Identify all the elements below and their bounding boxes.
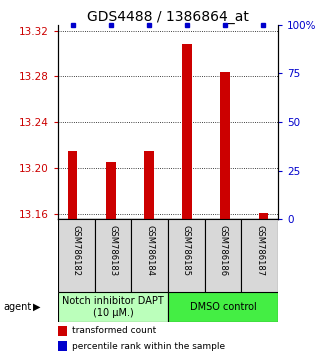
Bar <box>95 219 131 292</box>
Text: GSM786185: GSM786185 <box>182 225 191 276</box>
Bar <box>182 44 192 219</box>
Text: GSM786184: GSM786184 <box>145 225 154 276</box>
Bar <box>168 292 278 322</box>
Bar <box>259 213 268 219</box>
Bar <box>168 219 205 292</box>
Bar <box>58 326 68 336</box>
Bar <box>205 219 241 292</box>
Text: GSM786183: GSM786183 <box>109 225 118 276</box>
Text: ▶: ▶ <box>33 302 41 312</box>
Bar <box>144 151 154 219</box>
Bar <box>58 292 168 322</box>
Text: Notch inhibitor DAPT
(10 μM.): Notch inhibitor DAPT (10 μM.) <box>62 296 164 318</box>
Bar <box>241 219 278 292</box>
Bar <box>220 72 230 219</box>
Bar <box>58 219 95 292</box>
Bar <box>68 151 77 219</box>
Text: agent: agent <box>3 302 31 312</box>
Text: percentile rank within the sample: percentile rank within the sample <box>72 342 225 350</box>
Text: GSM786186: GSM786186 <box>218 225 227 276</box>
Text: transformed count: transformed count <box>72 326 156 335</box>
Bar <box>106 162 116 219</box>
Bar <box>131 219 168 292</box>
Title: GDS4488 / 1386864_at: GDS4488 / 1386864_at <box>87 10 249 24</box>
Bar <box>58 341 68 351</box>
Text: DMSO control: DMSO control <box>190 302 257 312</box>
Text: GSM786182: GSM786182 <box>72 225 81 276</box>
Text: GSM786187: GSM786187 <box>255 225 264 276</box>
